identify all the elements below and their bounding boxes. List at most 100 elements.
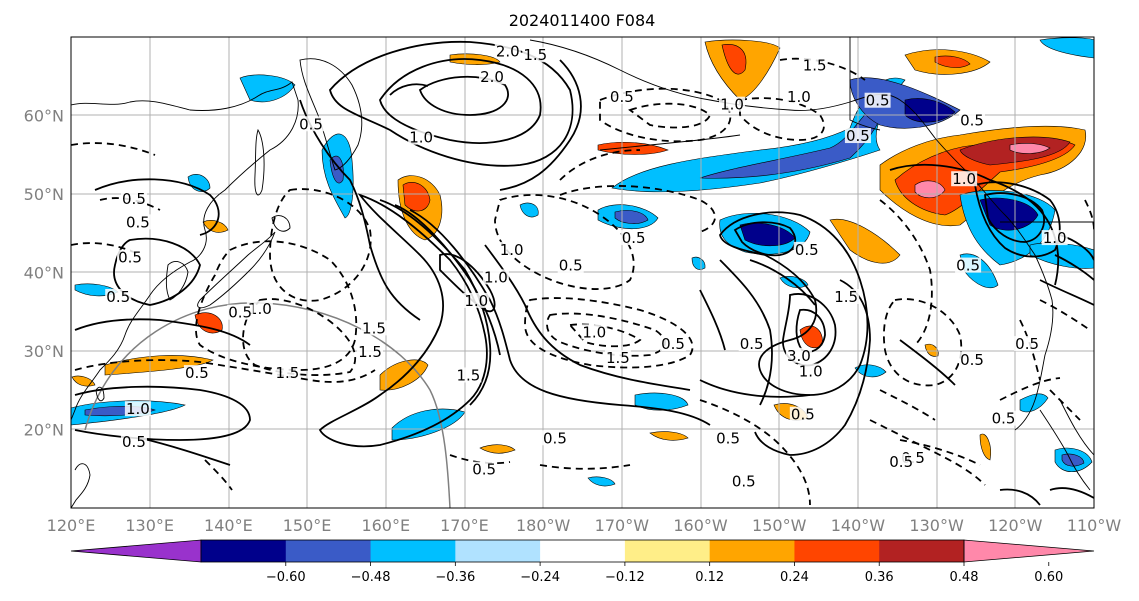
contour-label: 0.5 bbox=[622, 229, 646, 247]
contour-label: 1.0 bbox=[484, 268, 508, 286]
contour-label-background bbox=[298, 116, 325, 132]
contour-label: 0.5 bbox=[228, 304, 252, 322]
contour-label-background bbox=[124, 401, 151, 417]
contour-label-background bbox=[785, 88, 812, 104]
latitude-axis-labels: 20°N 30°N 40°N 50°N 60°N bbox=[24, 107, 64, 440]
contour-label-background bbox=[227, 304, 254, 320]
coastline-korea bbox=[165, 261, 189, 301]
coastline-alaska bbox=[529, 39, 1054, 431]
contour-label-background bbox=[959, 351, 986, 367]
contour-label: 0.5 bbox=[716, 429, 740, 447]
contour-label-background bbox=[959, 112, 986, 128]
contour-label: 0.5 bbox=[1015, 335, 1039, 353]
contour-label: 3.0 bbox=[787, 347, 811, 365]
longitude-tick-label: 170°E bbox=[440, 516, 489, 535]
contour-label: 1.0 bbox=[720, 96, 744, 114]
colorbar-tick-label: 0.12 bbox=[695, 570, 724, 585]
contour-label: 0.5 bbox=[126, 213, 150, 231]
negative-anomaly-east-subtropic bbox=[634, 392, 689, 411]
contour-label: 1.0 bbox=[248, 300, 272, 318]
colorbar-segment bbox=[370, 540, 456, 562]
contour-label-background bbox=[463, 292, 490, 308]
shaded-anomalies bbox=[71, 37, 1094, 487]
contour-label-background bbox=[990, 410, 1017, 426]
contour-label: 1.0 bbox=[500, 241, 524, 259]
contour-label: 0.5 bbox=[960, 351, 984, 369]
colorbar-tick-label: −0.24 bbox=[520, 570, 560, 585]
contour-label-background bbox=[120, 190, 147, 206]
contour-label: 1.0 bbox=[787, 88, 811, 106]
longitude-tick-label: 150°W bbox=[752, 516, 807, 535]
contour-label-background bbox=[274, 365, 301, 381]
contour-label-background bbox=[719, 96, 746, 112]
contour-label-background bbox=[789, 406, 816, 422]
positive-anomaly-small-6 bbox=[71, 375, 96, 387]
negative-anomaly-small-c bbox=[519, 202, 539, 218]
contour-label-background bbox=[730, 473, 757, 489]
contour-label-background bbox=[888, 453, 915, 469]
contour-label-background bbox=[105, 288, 132, 304]
colorbar-segment bbox=[709, 540, 795, 562]
positive-anomaly-small-2 bbox=[479, 444, 516, 454]
coastline-mainland-mexico bbox=[1059, 399, 1094, 456]
contour-label-background bbox=[793, 241, 820, 257]
contour-label-background bbox=[482, 269, 509, 285]
contour-label: 0.5 bbox=[732, 472, 756, 490]
negative-anomaly-hawaii bbox=[691, 256, 706, 270]
positive-anomaly-alaska-top-red bbox=[721, 44, 747, 75]
contour-label: 1.0 bbox=[799, 363, 823, 381]
longitude-tick-label: 140°W bbox=[831, 516, 886, 535]
negative-anomaly-small-a bbox=[854, 364, 887, 378]
longitude-axis-labels: 120°E 130°E 140°E 150°E 160°E 170°E 180°W 170°W… bbox=[47, 516, 1122, 535]
contour-label: 1.5 bbox=[358, 343, 382, 361]
contour-label-background bbox=[120, 434, 147, 450]
contour-label-background bbox=[659, 336, 686, 352]
contour-label: 0.5 bbox=[791, 406, 815, 424]
contour-label-background bbox=[951, 171, 978, 187]
colorbar-tick-label: −0.12 bbox=[605, 570, 645, 585]
contour-label: 1.5 bbox=[362, 319, 386, 337]
colorbar-tick-label: −0.48 bbox=[351, 570, 391, 585]
latitude-tick-label: 30°N bbox=[24, 342, 64, 361]
contour-label-background bbox=[955, 257, 982, 273]
colorbar-tick-label: 0.48 bbox=[950, 570, 979, 585]
contours-solid bbox=[74, 40, 1094, 506]
longitude-tick-label: 140°E bbox=[204, 516, 253, 535]
contour-label: 1.5 bbox=[606, 349, 630, 367]
contour-label-background bbox=[1014, 336, 1041, 352]
contour-label: 0.5 bbox=[559, 257, 583, 275]
longitude-tick-label: 120°E bbox=[47, 516, 96, 535]
contour-label-background bbox=[246, 300, 273, 316]
longitude-tick-label: 160°E bbox=[361, 516, 410, 535]
contour-label-background bbox=[357, 343, 384, 359]
contour-label-background bbox=[479, 69, 506, 85]
contour-label: 1.5 bbox=[275, 364, 299, 382]
longitude-tick-label: 110°W bbox=[1067, 516, 1122, 535]
contour-label-background bbox=[797, 363, 824, 379]
colorbar-tick-label: 0.36 bbox=[865, 570, 894, 585]
contour-label: 0.5 bbox=[106, 288, 130, 306]
coastline-baja bbox=[1039, 409, 1091, 491]
positive-anomaly-pnw-pink bbox=[1009, 143, 1051, 154]
positive-anomaly-small-3 bbox=[979, 433, 991, 461]
negative-anomaly-okhotsk bbox=[239, 74, 296, 103]
negative-anomaly-band-north-pacific bbox=[611, 77, 906, 193]
longitude-tick-label: 120°W bbox=[988, 516, 1043, 535]
contour-label: 1.5 bbox=[834, 288, 858, 306]
contour-label-background bbox=[408, 129, 435, 145]
contour-label: 2.0 bbox=[496, 42, 520, 60]
contour-label: 2.0 bbox=[480, 68, 504, 86]
contour-label: 0.5 bbox=[118, 249, 142, 267]
contour-label-background bbox=[541, 430, 568, 446]
contour-label: 0.5 bbox=[740, 335, 764, 353]
contour-label-background bbox=[522, 47, 549, 63]
contour-label: 0.5 bbox=[956, 257, 980, 275]
contour-label: 1.5 bbox=[523, 46, 547, 64]
contour-label: 0.5 bbox=[866, 92, 890, 110]
colorbar-segment bbox=[201, 540, 287, 562]
positive-anomaly-kamchatka-south-red bbox=[402, 181, 431, 212]
positive-anomaly-east-central bbox=[829, 218, 901, 264]
contour-label-background bbox=[183, 365, 210, 381]
longitude-tick-label: 170°W bbox=[595, 516, 650, 535]
